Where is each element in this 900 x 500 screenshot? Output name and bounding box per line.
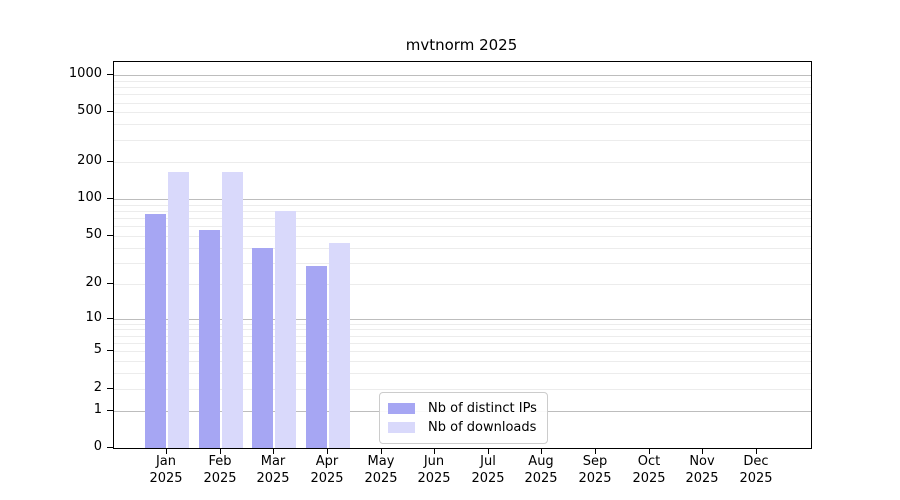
y-tick-mark-200 — [107, 161, 113, 162]
x-tick-mark-feb — [220, 448, 221, 454]
y-tick-mark-20 — [107, 283, 113, 284]
plot-area: Nb of distinct IPs Nb of downloads — [113, 61, 812, 449]
y-tick-label-50: 50 — [85, 227, 102, 242]
gridline-900 — [114, 81, 811, 82]
gridline-3 — [114, 373, 811, 374]
x-tick-label-jul: Jul 2025 — [471, 454, 505, 486]
gridline-2 — [114, 389, 811, 390]
x-tick-mark-jun — [434, 448, 435, 454]
gridline-9 — [114, 324, 811, 325]
y-tick-mark-10 — [107, 318, 113, 319]
legend-item-distinct-ips: Nb of distinct IPs — [388, 399, 537, 418]
y-tick-label-2: 2 — [93, 380, 102, 395]
gridline-500 — [114, 112, 811, 113]
y-tick-mark-2 — [107, 388, 113, 389]
gridline-800 — [114, 87, 811, 88]
y-tick-label-100: 100 — [77, 190, 102, 205]
y-tick-label-1000: 1000 — [68, 66, 102, 81]
x-tick-mark-oct — [649, 448, 650, 454]
x-tick-mark-dec — [756, 448, 757, 454]
gridline-6 — [114, 343, 811, 344]
y-tick-mark-100 — [107, 198, 113, 199]
x-tick-mark-sep — [595, 448, 596, 454]
x-tick-label-oct: Oct 2025 — [632, 454, 666, 486]
y-tick-mark-500 — [107, 111, 113, 112]
bar-downloads-feb — [222, 172, 243, 448]
bar-downloads-jan — [168, 172, 189, 448]
bar-downloads-apr — [329, 243, 350, 448]
y-tick-label-5: 5 — [93, 342, 102, 357]
y-tick-label-1: 1 — [93, 402, 102, 417]
x-tick-mark-apr — [327, 448, 328, 454]
y-tick-mark-1000 — [107, 74, 113, 75]
x-tick-mark-jan — [166, 448, 167, 454]
legend-label-distinct-ips: Nb of distinct IPs — [428, 401, 537, 416]
gridline-60 — [114, 226, 811, 227]
x-tick-mark-may — [381, 448, 382, 454]
gridline-80 — [114, 211, 811, 212]
gridline-40 — [114, 248, 811, 249]
gridline-600 — [114, 103, 811, 104]
gridline-100 — [114, 199, 811, 200]
gridline-10 — [114, 319, 811, 320]
y-tick-mark-1 — [107, 410, 113, 411]
bar-distinct-ips-mar — [252, 248, 273, 448]
gridline-20 — [114, 284, 811, 285]
y-tick-mark-5 — [107, 350, 113, 351]
gridline-200 — [114, 162, 811, 163]
bar-distinct-ips-apr — [306, 266, 327, 448]
gridline-30 — [114, 263, 811, 264]
gridline-70 — [114, 218, 811, 219]
x-tick-label-mar: Mar 2025 — [256, 454, 290, 486]
legend: Nb of distinct IPs Nb of downloads — [379, 392, 548, 444]
x-tick-label-dec: Dec 2025 — [739, 454, 773, 486]
gridline-90 — [114, 205, 811, 206]
x-tick-mark-mar — [273, 448, 274, 454]
x-tick-label-apr: Apr 2025 — [310, 454, 344, 486]
legend-label-downloads: Nb of downloads — [428, 420, 537, 435]
gridline-300 — [114, 140, 811, 141]
gridline-5 — [114, 351, 811, 352]
y-tick-label-500: 500 — [77, 103, 102, 118]
bar-downloads-mar — [275, 211, 296, 448]
x-tick-label-jan: Jan 2025 — [149, 454, 183, 486]
y-tick-label-10: 10 — [85, 310, 102, 325]
chart-title: mvtnorm 2025 — [405, 36, 518, 54]
bar-distinct-ips-jan — [145, 214, 166, 448]
x-tick-mark-aug — [541, 448, 542, 454]
gridline-400 — [114, 124, 811, 125]
y-tick-label-200: 200 — [77, 153, 102, 168]
gridline-1000 — [114, 75, 811, 76]
legend-swatch-downloads — [388, 422, 415, 433]
gridline-50 — [114, 236, 811, 237]
y-tick-mark-50 — [107, 235, 113, 236]
y-tick-label-0: 0 — [93, 439, 102, 454]
x-tick-label-nov: Nov 2025 — [685, 454, 719, 486]
gridline-8 — [114, 329, 811, 330]
gridline-7 — [114, 336, 811, 337]
gridline-4 — [114, 361, 811, 362]
y-tick-mark-0 — [107, 447, 113, 448]
x-tick-label-aug: Aug 2025 — [524, 454, 558, 486]
x-tick-label-sep: Sep 2025 — [578, 454, 612, 486]
x-tick-label-may: May 2025 — [364, 454, 398, 486]
y-tick-label-20: 20 — [85, 275, 102, 290]
x-tick-label-jun: Jun 2025 — [417, 454, 451, 486]
legend-swatch-distinct-ips — [388, 403, 415, 414]
x-tick-label-feb: Feb 2025 — [203, 454, 237, 486]
x-tick-mark-jul — [488, 448, 489, 454]
legend-item-downloads: Nb of downloads — [388, 418, 537, 437]
bar-distinct-ips-feb — [199, 230, 220, 448]
gridline-700 — [114, 94, 811, 95]
x-tick-mark-nov — [702, 448, 703, 454]
